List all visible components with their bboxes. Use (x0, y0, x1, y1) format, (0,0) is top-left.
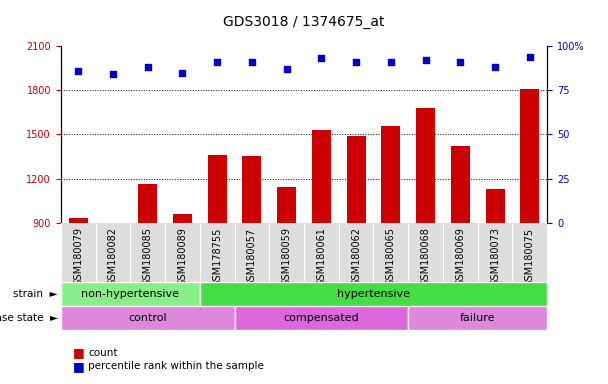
Point (282, 66, 291, 72)
Bar (200, 282, 547, 306)
Point (455, 59, 465, 65)
Text: percentile rank within the sample: percentile rank within the sample (88, 361, 264, 371)
Text: GSM180079: GSM180079 (73, 227, 83, 286)
Text: compensated: compensated (283, 313, 359, 323)
Point (351, 59, 361, 65)
Text: GSM180061: GSM180061 (316, 227, 326, 286)
Text: ■: ■ (73, 360, 85, 373)
Bar (451, 146, 470, 223)
Text: GSM180057: GSM180057 (247, 227, 257, 286)
Point (247, 59, 257, 65)
Point (212, 59, 222, 65)
Bar (486, 189, 505, 223)
Text: GSM180069: GSM180069 (455, 227, 465, 286)
Point (108, 71, 118, 78)
Bar (277, 187, 296, 223)
Point (525, 54, 534, 60)
Point (74, 68, 83, 74)
Bar (416, 108, 435, 223)
Bar (347, 136, 365, 223)
Bar (243, 157, 261, 223)
Text: GSM180085: GSM180085 (143, 227, 153, 286)
Bar (138, 184, 157, 223)
Point (143, 64, 153, 70)
Text: hypertensive: hypertensive (337, 289, 410, 299)
Text: GDS3018 / 1374675_at: GDS3018 / 1374675_at (223, 15, 385, 29)
Point (421, 57, 430, 63)
Text: GSM180075: GSM180075 (525, 227, 535, 286)
Bar (69, 218, 88, 223)
Text: count: count (88, 348, 118, 358)
Bar (207, 155, 227, 223)
Text: disease state  ►: disease state ► (0, 313, 58, 323)
Point (317, 55, 326, 61)
Bar (61, 282, 200, 306)
Point (490, 64, 500, 70)
Text: non-hypertensive: non-hypertensive (81, 289, 179, 299)
Text: GSM178755: GSM178755 (212, 227, 222, 287)
Text: strain  ►: strain ► (13, 289, 58, 299)
Text: GSM180065: GSM180065 (386, 227, 396, 286)
Bar (520, 89, 539, 223)
Text: GSM180062: GSM180062 (351, 227, 361, 286)
Text: GSM180082: GSM180082 (108, 227, 118, 286)
Bar (408, 306, 547, 330)
Text: GSM180059: GSM180059 (282, 227, 292, 286)
Bar (381, 126, 401, 223)
Text: GSM180068: GSM180068 (421, 227, 430, 286)
Text: failure: failure (460, 313, 496, 323)
Point (386, 59, 396, 65)
Bar (235, 306, 408, 330)
Point (178, 70, 187, 76)
Text: ■: ■ (73, 346, 85, 359)
Bar (312, 130, 331, 223)
Bar (61, 306, 235, 330)
Text: GSM180073: GSM180073 (490, 227, 500, 286)
Text: GSM180089: GSM180089 (178, 227, 187, 286)
Text: control: control (128, 313, 167, 323)
Bar (173, 214, 192, 223)
